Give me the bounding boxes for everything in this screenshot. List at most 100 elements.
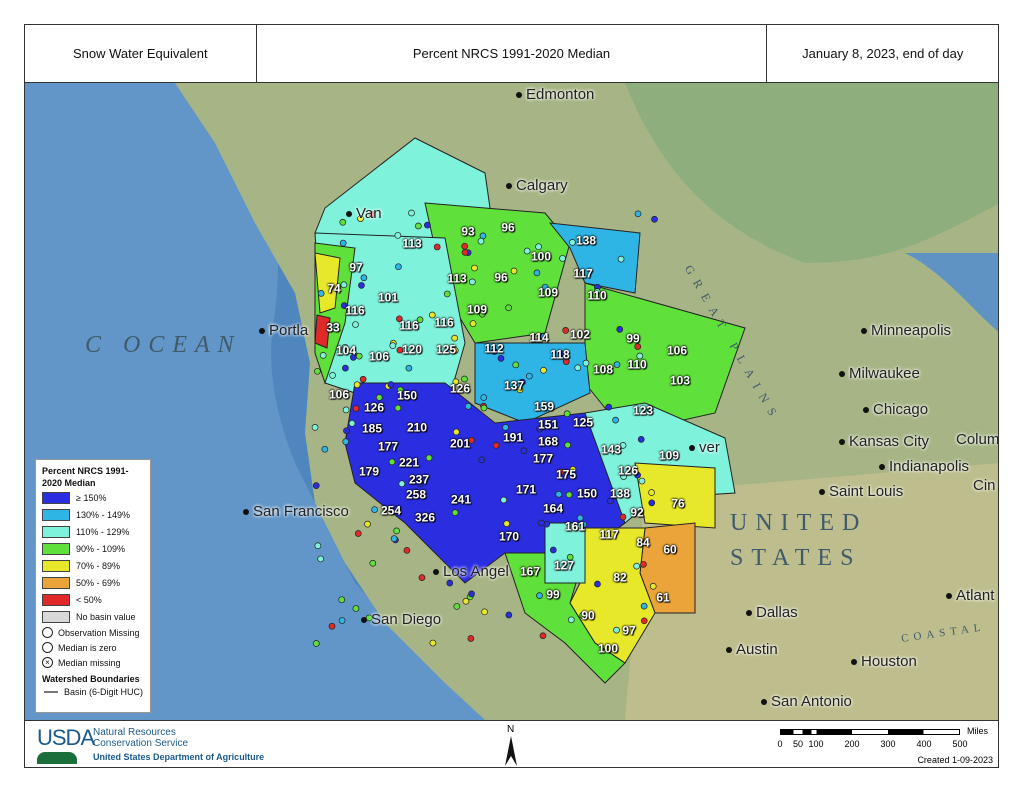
snotel-station-marker bbox=[555, 490, 563, 498]
basin-value-label: 159 bbox=[533, 399, 555, 414]
snotel-station-marker bbox=[471, 264, 478, 272]
snotel-station-marker bbox=[564, 441, 572, 449]
snotel-station-marker bbox=[405, 364, 413, 372]
snotel-station-marker bbox=[539, 632, 547, 640]
city-marker-icon bbox=[946, 593, 952, 600]
basin-value-label: 97 bbox=[349, 260, 363, 275]
basin-value-label: 104 bbox=[335, 343, 357, 358]
snotel-station-marker bbox=[429, 639, 437, 647]
snotel-station-marker bbox=[516, 386, 524, 394]
snotel-station-marker bbox=[317, 290, 325, 297]
snotel-station-marker bbox=[341, 343, 349, 351]
snotel-station-marker bbox=[593, 288, 601, 295]
header: Snow Water Equivalent Percent NRCS 1991-… bbox=[24, 24, 999, 83]
snotel-station-marker bbox=[569, 238, 576, 246]
city-marker-icon bbox=[839, 371, 845, 378]
snotel-station-marker bbox=[462, 597, 470, 605]
snotel-station-marker bbox=[342, 406, 350, 414]
basin-value-label: 210 bbox=[406, 420, 428, 435]
snotel-station-marker bbox=[451, 509, 459, 516]
snotel-station-marker bbox=[319, 352, 327, 359]
land-south bbox=[625, 463, 998, 720]
scale-tick-label: 50 bbox=[792, 739, 804, 749]
legend-item: No basin value bbox=[42, 608, 144, 625]
snotel-station-marker bbox=[505, 611, 513, 619]
snotel-station-marker bbox=[340, 281, 348, 289]
legend-swatch bbox=[42, 610, 70, 623]
snotel-station-marker bbox=[348, 419, 356, 427]
basin-value-label: 167 bbox=[519, 564, 541, 579]
north-label: N bbox=[507, 724, 515, 735]
snotel-station-marker bbox=[634, 210, 642, 218]
map-subtitle: Percent NRCS 1991-2020 Median bbox=[257, 25, 768, 82]
basin-value-label: 151 bbox=[537, 417, 559, 432]
basin-value-label: 138 bbox=[575, 233, 597, 248]
legend-swatch bbox=[42, 525, 70, 538]
snotel-station-marker bbox=[468, 590, 475, 598]
snotel-station-marker bbox=[416, 316, 424, 324]
city-label: Austin bbox=[726, 641, 778, 658]
legend-swatch bbox=[42, 542, 70, 555]
snotel-station-marker bbox=[433, 243, 441, 251]
snotel-station-marker bbox=[607, 497, 614, 505]
legend-item: 90% - 109% bbox=[42, 540, 144, 557]
basin-value-label: 126 bbox=[449, 381, 471, 396]
city-marker-icon bbox=[839, 439, 845, 446]
snotel-station-marker bbox=[394, 404, 402, 412]
snotel-station-marker bbox=[352, 605, 360, 612]
basin-value-label: 100 bbox=[597, 641, 619, 656]
snotel-station-marker bbox=[328, 622, 336, 630]
snotel-station-marker bbox=[619, 442, 627, 449]
snotel-station-marker bbox=[451, 347, 459, 354]
lake bbox=[905, 253, 998, 332]
basin-region bbox=[474, 342, 591, 424]
snotel-station-marker bbox=[502, 424, 509, 431]
basin-region bbox=[634, 462, 716, 529]
city-label: San Francisco bbox=[243, 503, 349, 520]
snotel-station-marker bbox=[343, 427, 350, 435]
legend-swatch bbox=[42, 491, 70, 504]
agency-name-1: Natural Resources bbox=[93, 727, 176, 738]
basin-value-label: 237 bbox=[408, 472, 430, 487]
snotel-station-marker bbox=[387, 381, 395, 388]
snotel-station-marker bbox=[533, 269, 541, 277]
basin-value-label: 241 bbox=[450, 492, 472, 507]
basin-value-label: 116 bbox=[434, 315, 454, 330]
snotel-station-marker bbox=[576, 514, 584, 522]
basin-line-icon bbox=[44, 691, 58, 693]
scale-tick-label: 300 bbox=[880, 739, 896, 749]
snotel-station-marker bbox=[566, 553, 574, 561]
snotel-station-marker bbox=[396, 386, 404, 394]
city-marker-icon bbox=[433, 569, 439, 576]
snotel-station-marker bbox=[569, 466, 577, 473]
basin-value-label: 102 bbox=[569, 327, 591, 342]
city-marker-icon bbox=[861, 328, 867, 335]
snotel-station-marker bbox=[408, 209, 415, 217]
snotel-station-marker bbox=[416, 480, 424, 488]
city-label: Van bbox=[346, 205, 382, 222]
snotel-station-marker bbox=[637, 436, 645, 443]
snotel-station-marker bbox=[390, 535, 398, 542]
city-label: Colum bbox=[956, 431, 999, 448]
snotel-station-marker bbox=[505, 304, 512, 312]
snotel-station-marker bbox=[467, 635, 475, 642]
city-label: Kansas City bbox=[839, 433, 929, 450]
snotel-station-marker bbox=[359, 375, 367, 383]
snotel-station-marker bbox=[500, 496, 508, 504]
north-arrow-icon bbox=[505, 736, 517, 766]
snotel-station-marker bbox=[391, 505, 399, 513]
snotel-station-marker bbox=[364, 520, 371, 528]
snotel-station-marker bbox=[461, 242, 469, 250]
snotel-station-marker bbox=[634, 471, 641, 479]
legend-item: 70% - 89% bbox=[42, 557, 144, 574]
snotel-station-marker bbox=[538, 519, 545, 527]
basin-value-label: 118 bbox=[550, 347, 570, 362]
snotel-station-marker bbox=[395, 315, 403, 323]
city-label: Edmonton bbox=[516, 86, 594, 103]
basin-value-label: 93 bbox=[461, 224, 475, 239]
snotel-station-marker bbox=[612, 416, 619, 424]
basin-value-label: 103 bbox=[669, 373, 691, 388]
scale-tick-label: 200 bbox=[844, 739, 860, 749]
snotel-station-marker bbox=[646, 405, 654, 413]
snotel-station-marker bbox=[562, 358, 570, 365]
